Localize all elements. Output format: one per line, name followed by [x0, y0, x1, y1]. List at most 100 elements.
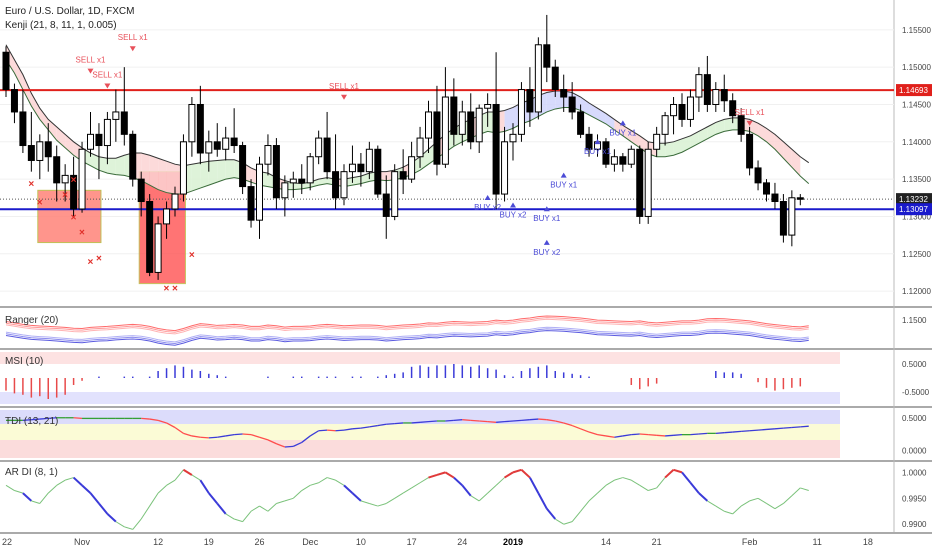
candle-body [188, 103, 196, 143]
trade-signals: SELL x1 SELL x1 SELL x1 SELL x1 SELL x1 BUY x… [76, 33, 766, 257]
candle-body [374, 148, 382, 195]
candle-body [509, 133, 517, 143]
y-tick-label: 1.12500 [902, 250, 931, 259]
ardi-line-segment [394, 492, 404, 499]
ardi-legend[interactable]: AR DI (8, 1) [5, 467, 58, 478]
stop-x-mark: × [62, 190, 68, 201]
buy-arrow-icon [619, 120, 626, 126]
tdi-line-segment [31, 418, 40, 421]
tdi-line-segment [377, 423, 387, 427]
ardi-line-segment [259, 505, 269, 512]
cloud-segment [14, 59, 23, 90]
cloud-segment [65, 134, 74, 156]
tdi-line-segment [715, 432, 725, 434]
ardi-line-segment [234, 518, 243, 523]
ardi-line-segment [740, 500, 750, 507]
x-tick-label: Dec [302, 537, 319, 547]
cloud-segment [107, 158, 116, 175]
ardi-panel[interactable]: 1.0000 0.9950 0.9900 [5, 468, 927, 530]
candle-body [120, 111, 128, 135]
price-axis[interactable]: 1.12000 1.12500 1.13000 1.13500 1.14000 1.145… [902, 26, 931, 296]
ardi-line-segment [402, 487, 412, 494]
tdi-line-segment [428, 420, 437, 423]
msi-panel[interactable]: 0.5000 -0.5000 [0, 352, 930, 404]
y-tick-label: 1.12000 [902, 287, 931, 296]
ranger-upper-line [5, 317, 809, 333]
buy-signal-label: BUY x2 [533, 248, 561, 257]
tdi-line-segment [420, 421, 429, 423]
ardi-line-segment [656, 477, 666, 489]
candlesticks[interactable] [2, 14, 804, 280]
ardi-line-segment [673, 468, 683, 474]
tdi-line-segment [774, 427, 784, 430]
ardi-line-segment [783, 495, 793, 504]
ardi-line-segment [715, 505, 725, 512]
cloud-segment [698, 126, 708, 144]
ardi-line-segment [343, 484, 354, 494]
tdi-line-segment [250, 434, 260, 438]
ranger-panel[interactable]: 1.1500 [5, 315, 927, 346]
tdi-panel[interactable]: 0.5000 0.0000 [0, 410, 927, 458]
candle-body [222, 137, 230, 150]
ardi-line-segment [419, 477, 429, 484]
ardi-tick-label: 0.9950 [902, 494, 927, 503]
ardi-line-segment [208, 492, 219, 505]
ranger-legend[interactable]: Ranger (20) [5, 315, 58, 326]
tdi-line-segment [791, 426, 801, 429]
time-axis[interactable]: 22 Nov 12 19 26 Dec 10 17 24 2019 14 21 Feb 11 18 [2, 537, 873, 547]
symbol-title[interactable]: Euro / U.S. Dollar, 1D, FXCM [5, 6, 134, 17]
ardi-line-segment [301, 484, 311, 491]
candle-body [298, 178, 306, 184]
cloud-segment [614, 119, 623, 136]
ardi-line-segment [453, 476, 463, 487]
x-tick-label: Nov [74, 537, 91, 547]
ardi-line-segment [72, 476, 83, 487]
cloud-segment [39, 108, 49, 130]
ardi-line-segment [512, 468, 522, 474]
msi-top-band [0, 352, 840, 364]
candle-body [754, 167, 762, 184]
candle-body [154, 223, 162, 273]
tdi-line-segment [766, 428, 775, 431]
ardi-line-segment [65, 477, 74, 481]
cloud-segment [149, 155, 159, 190]
tdi-line-segment [48, 417, 57, 420]
candle-body [129, 133, 137, 180]
ardi-line-segment [470, 495, 480, 502]
ardi-line-segment [385, 497, 395, 504]
x-tick-label: 22 [2, 537, 12, 547]
candle-body [534, 44, 542, 113]
ardi-line-segment [631, 479, 641, 486]
candle-body [272, 145, 280, 199]
ardi-tick-label: 1.0000 [902, 468, 927, 477]
ardi-line-segment [310, 482, 319, 486]
y-tick-label: 1.14000 [902, 138, 931, 147]
tdi-line-segment [783, 426, 792, 429]
cloud-segment [690, 131, 699, 148]
candle-body [686, 96, 694, 120]
msi-legend[interactable]: MSI (10) [5, 356, 43, 367]
panel-frames [0, 0, 932, 534]
candle-body [205, 141, 213, 154]
candle-body [179, 141, 187, 195]
tdi-line-segment [293, 441, 303, 447]
candle-body [602, 141, 610, 165]
tdi-line-segment [166, 422, 176, 429]
candle-body [458, 111, 466, 135]
ardi-line-segment [89, 492, 100, 505]
cloud-segment [158, 158, 167, 193]
indicator-legend[interactable]: Kenji (21, 8, 11, 1, 0.005) [5, 20, 117, 31]
x-tick-label: 21 [652, 537, 662, 547]
candle-body [720, 89, 728, 102]
tdi-line-segment [512, 419, 522, 422]
candle-body [53, 156, 61, 184]
tdi-mid-band [0, 424, 840, 440]
tdi-line-segment [141, 417, 150, 420]
tdi-line-segment [318, 429, 328, 432]
candle-body [281, 182, 289, 199]
ardi-line-segment [318, 477, 328, 484]
sell-signal-label: SELL x1 [118, 33, 148, 42]
tdi-legend[interactable]: TDI (13, 21) [5, 416, 58, 427]
